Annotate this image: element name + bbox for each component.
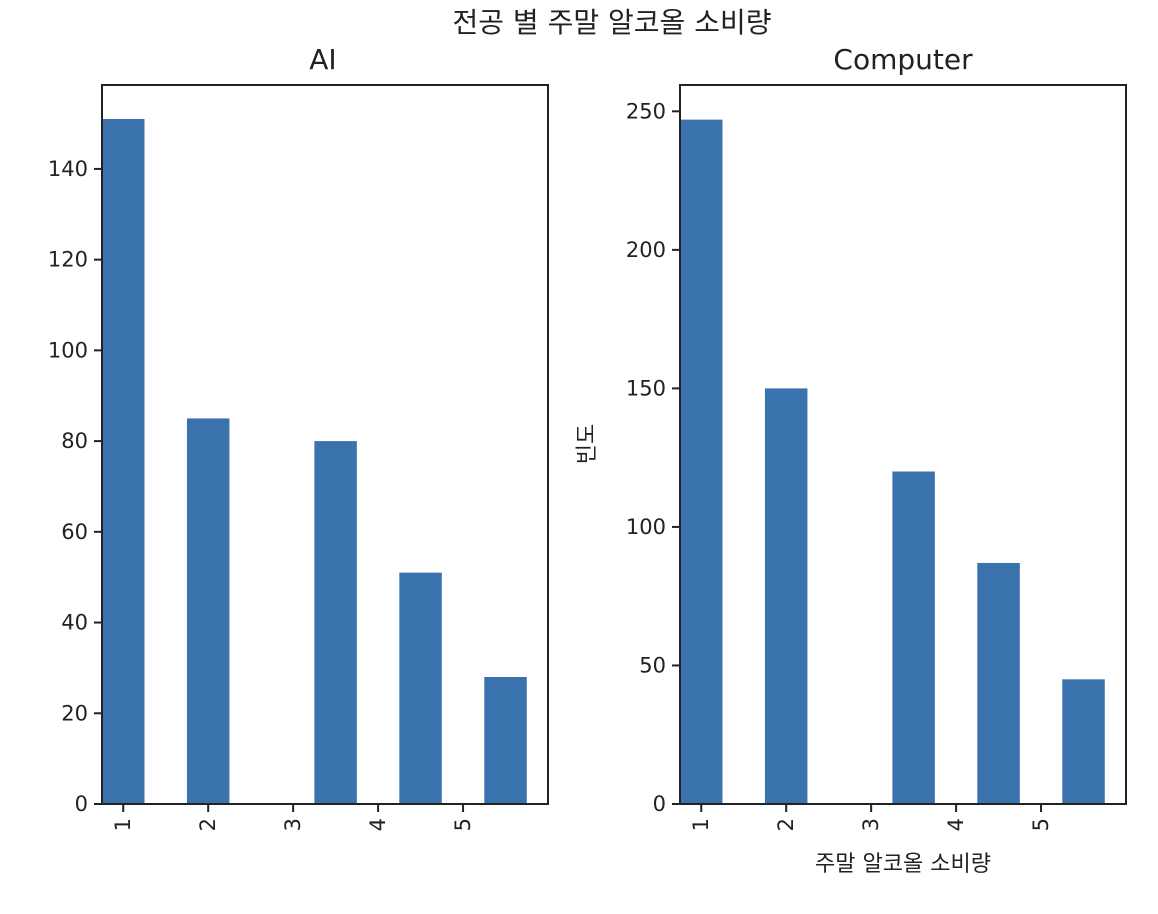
y-tick-label: 100 xyxy=(626,515,666,539)
x-tick-label: 1 xyxy=(111,818,135,831)
x-tick-label: 1 xyxy=(689,818,713,831)
subplot-title-computer: Computer xyxy=(833,43,973,76)
x-tick-label: 3 xyxy=(281,818,305,831)
x-axis-ticks-ai: 1 2 3 4 5 xyxy=(111,804,475,831)
bar-computer-5 xyxy=(1062,679,1105,804)
subplot-title-ai: AI xyxy=(309,43,336,76)
bar-series-ai xyxy=(102,119,527,804)
subplot-computer: Computer 주말 알코올 소비량 빈도 0 50 100 150 200 250 1… xyxy=(575,43,1127,877)
y-axis-ticks-ai: 0 20 40 60 80 100 120 140 xyxy=(48,157,102,816)
y-tick-label: 0 xyxy=(75,792,88,816)
bar-ai-1 xyxy=(102,119,145,804)
x-tick-label: 3 xyxy=(859,818,883,831)
plot-frame-ai xyxy=(101,84,549,805)
y-tick-label: 50 xyxy=(639,653,666,677)
y-tick-label: 120 xyxy=(48,248,88,272)
bar-ai-2 xyxy=(186,418,230,804)
bar-ai-5 xyxy=(484,676,527,804)
bar-ai-4 xyxy=(399,572,442,804)
y-tick-label: 100 xyxy=(48,338,88,362)
bar-ai-3 xyxy=(314,441,357,804)
x-axis-label-computer: 주말 알코올 소비량 xyxy=(815,852,991,877)
bar-computer-2 xyxy=(764,388,808,804)
x-tick-label: 4 xyxy=(366,818,390,831)
y-tick-label: 20 xyxy=(61,701,88,725)
y-tick-label: 0 xyxy=(653,792,666,816)
y-axis-ticks-computer: 0 50 100 150 200 250 xyxy=(626,99,680,816)
y-axis-label-computer: 빈도 xyxy=(575,424,600,464)
plot-frame-computer xyxy=(679,84,1127,805)
x-tick-label: 2 xyxy=(196,818,220,831)
figure-suptitle: 전공 별 주말 알코올 소비량 xyxy=(453,6,772,39)
y-tick-label: 150 xyxy=(626,376,666,400)
x-tick-label: 2 xyxy=(774,818,798,831)
y-tick-label: 60 xyxy=(61,520,88,544)
y-tick-label: 200 xyxy=(626,238,666,262)
x-tick-label: 5 xyxy=(451,818,475,831)
x-axis-ticks-computer: 1 2 3 4 5 xyxy=(689,804,1053,831)
bar-computer-1 xyxy=(680,119,723,804)
subplot-ai: AI 0 20 40 60 80 100 120 140 1 2 3 4 5 xyxy=(48,43,549,831)
bar-series-computer xyxy=(680,119,1105,804)
y-tick-label: 250 xyxy=(626,99,666,123)
y-tick-label: 80 xyxy=(61,429,88,453)
x-tick-label: 5 xyxy=(1029,818,1053,831)
bar-computer-3 xyxy=(892,471,935,804)
bar-computer-4 xyxy=(977,562,1020,804)
y-tick-label: 40 xyxy=(61,611,88,635)
y-tick-label: 140 xyxy=(48,157,88,181)
x-tick-label: 4 xyxy=(944,818,968,831)
